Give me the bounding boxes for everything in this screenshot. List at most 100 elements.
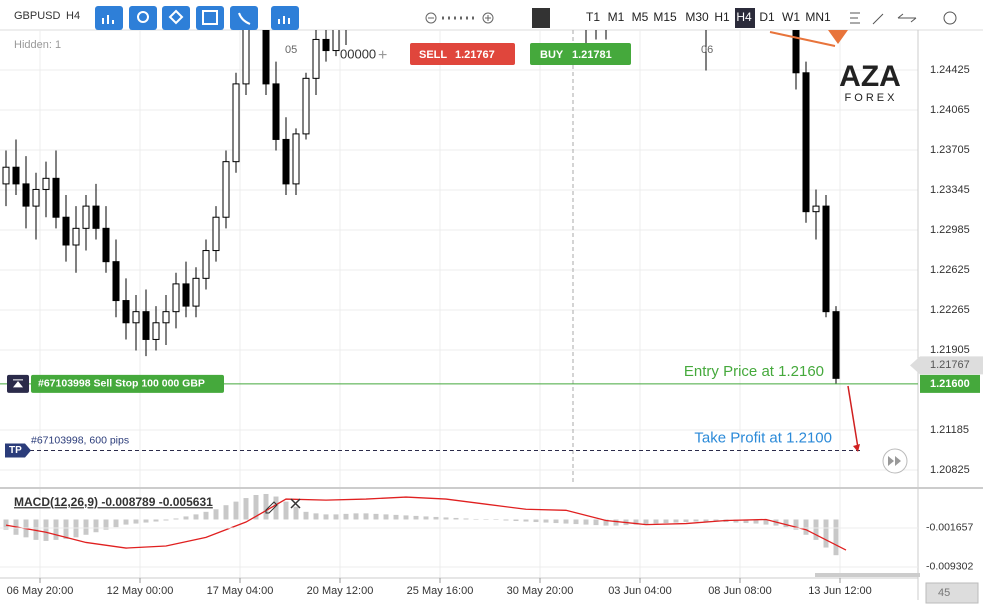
entry-tag-box[interactable] (31, 374, 224, 393)
close-icon[interactable] (290, 498, 301, 509)
candle-body (812, 205, 820, 213)
day-label: 06 (701, 44, 713, 56)
macd-bar (103, 519, 109, 530)
day-label: 05 (285, 44, 297, 56)
entry-tag: #67103998 Sell Stop 100 000 GBP (38, 378, 205, 390)
macd-bar (233, 501, 239, 520)
macd-bar (583, 519, 589, 525)
tool-button[interactable] (230, 6, 258, 30)
price-tick-label: 1.24425 (930, 64, 970, 76)
macd-bar (783, 519, 789, 528)
time-tick-label: 20 May 12:00 (307, 585, 374, 597)
time-tick-label: 12 May 00:00 (107, 585, 174, 597)
price-tick-label: 1.23705 (930, 144, 970, 156)
macd-bar (313, 513, 319, 520)
macd-bar (183, 516, 189, 520)
candle-body (122, 300, 130, 324)
timeframe-option[interactable]: MN1 (805, 10, 831, 24)
macd-bar (443, 517, 449, 520)
time-axis: 06 May 20:00 12 May 00:00 17 May 04:00 20 M… (7, 578, 872, 597)
tool-icons (102, 9, 290, 25)
macd-bar (283, 501, 289, 520)
candle-body (112, 261, 120, 302)
price-tick-label: 1.22265 (930, 304, 970, 316)
volume-plus[interactable]: + (378, 47, 387, 64)
timeframe[interactable]: H4 (66, 10, 80, 22)
volume-input[interactable]: 00000 (340, 46, 376, 61)
macd-bar (473, 518, 479, 520)
tool-button[interactable] (162, 6, 190, 30)
macd-bar (353, 513, 359, 520)
candle-body (242, 30, 250, 85)
timeframe-option[interactable]: M5 (632, 10, 649, 24)
macd-bar (823, 519, 829, 548)
macd-bar (803, 519, 809, 535)
time-tick-label: 08 Jun 08:00 (708, 585, 772, 597)
tp-badge[interactable] (5, 443, 31, 458)
candle-body (832, 311, 840, 379)
candle-body (202, 250, 210, 279)
macd-title[interactable]: MACD(12,26,9) -0.008789 -0.005631 (14, 495, 213, 509)
entry-note: Entry Price at 1.2160 (684, 363, 824, 380)
edit-icon[interactable] (265, 501, 278, 514)
timeframe-option[interactable]: H1 (714, 10, 730, 24)
scrollbar[interactable] (815, 573, 920, 577)
timeframe-option[interactable]: M30 (685, 10, 709, 24)
macd-bar (643, 519, 649, 525)
sell-button[interactable] (410, 43, 515, 65)
time-tick-label: 13 Jun 12:00 (808, 585, 872, 597)
macd-bar (33, 519, 39, 540)
candle-body (332, 30, 340, 52)
zoom-box[interactable] (925, 582, 979, 604)
candle-body (132, 311, 140, 324)
buy-button[interactable] (530, 43, 631, 65)
price-tick-label: 1.20825 (930, 464, 970, 476)
macd-bar (113, 519, 119, 528)
chart-type-candles[interactable] (532, 8, 550, 28)
candle-body (172, 283, 180, 313)
candle-body (822, 205, 830, 313)
macd-bar (563, 519, 569, 524)
tool-button[interactable] (196, 6, 224, 30)
candle-body (212, 216, 220, 252)
logo-sub: FOREX (845, 92, 898, 104)
macd-bar (413, 515, 419, 520)
zoom-controls[interactable] (425, 12, 494, 24)
macd-bar (513, 519, 519, 522)
macd-bar (523, 519, 529, 522)
hidden-count[interactable]: Hidden: 1 (14, 39, 61, 51)
sell-label: SELL (419, 49, 447, 61)
macd-bar (763, 519, 769, 525)
current-price-tag (910, 356, 983, 375)
time-tick-label: 25 May 16:00 (407, 585, 474, 597)
timeframe-option[interactable]: H4 (736, 10, 752, 24)
scroll-icon (888, 456, 901, 466)
drawing-tools[interactable] (850, 11, 957, 25)
macd-bar (793, 519, 799, 530)
macd-bar (373, 513, 379, 520)
macd-bar (693, 519, 699, 522)
macd-bar (703, 519, 709, 522)
macd-bar (713, 519, 719, 522)
timeframe-option[interactable]: M15 (653, 10, 677, 24)
candle-body (272, 83, 280, 140)
macd-bar (653, 519, 659, 524)
timeframe-option[interactable]: D1 (759, 10, 775, 24)
tool-button[interactable] (129, 6, 157, 30)
macd-bar (363, 513, 369, 520)
candle-body (792, 30, 800, 74)
candle-body (192, 277, 200, 307)
timeframe-option[interactable]: W1 (782, 10, 800, 24)
timeframe-option[interactable]: T1 (586, 10, 600, 24)
macd-bar (553, 519, 559, 524)
macd-bar (683, 519, 689, 523)
macd-bar (153, 519, 159, 522)
time-tick-label: 17 May 04:00 (207, 585, 274, 597)
symbol[interactable]: GBPUSD (14, 10, 61, 22)
macd-bar (3, 519, 9, 530)
time-tick-label: 30 May 20:00 (507, 585, 574, 597)
candle-body (22, 183, 30, 207)
macd-bar (213, 509, 219, 520)
timeframe-option[interactable]: M1 (608, 10, 625, 24)
candle-body (32, 188, 40, 207)
